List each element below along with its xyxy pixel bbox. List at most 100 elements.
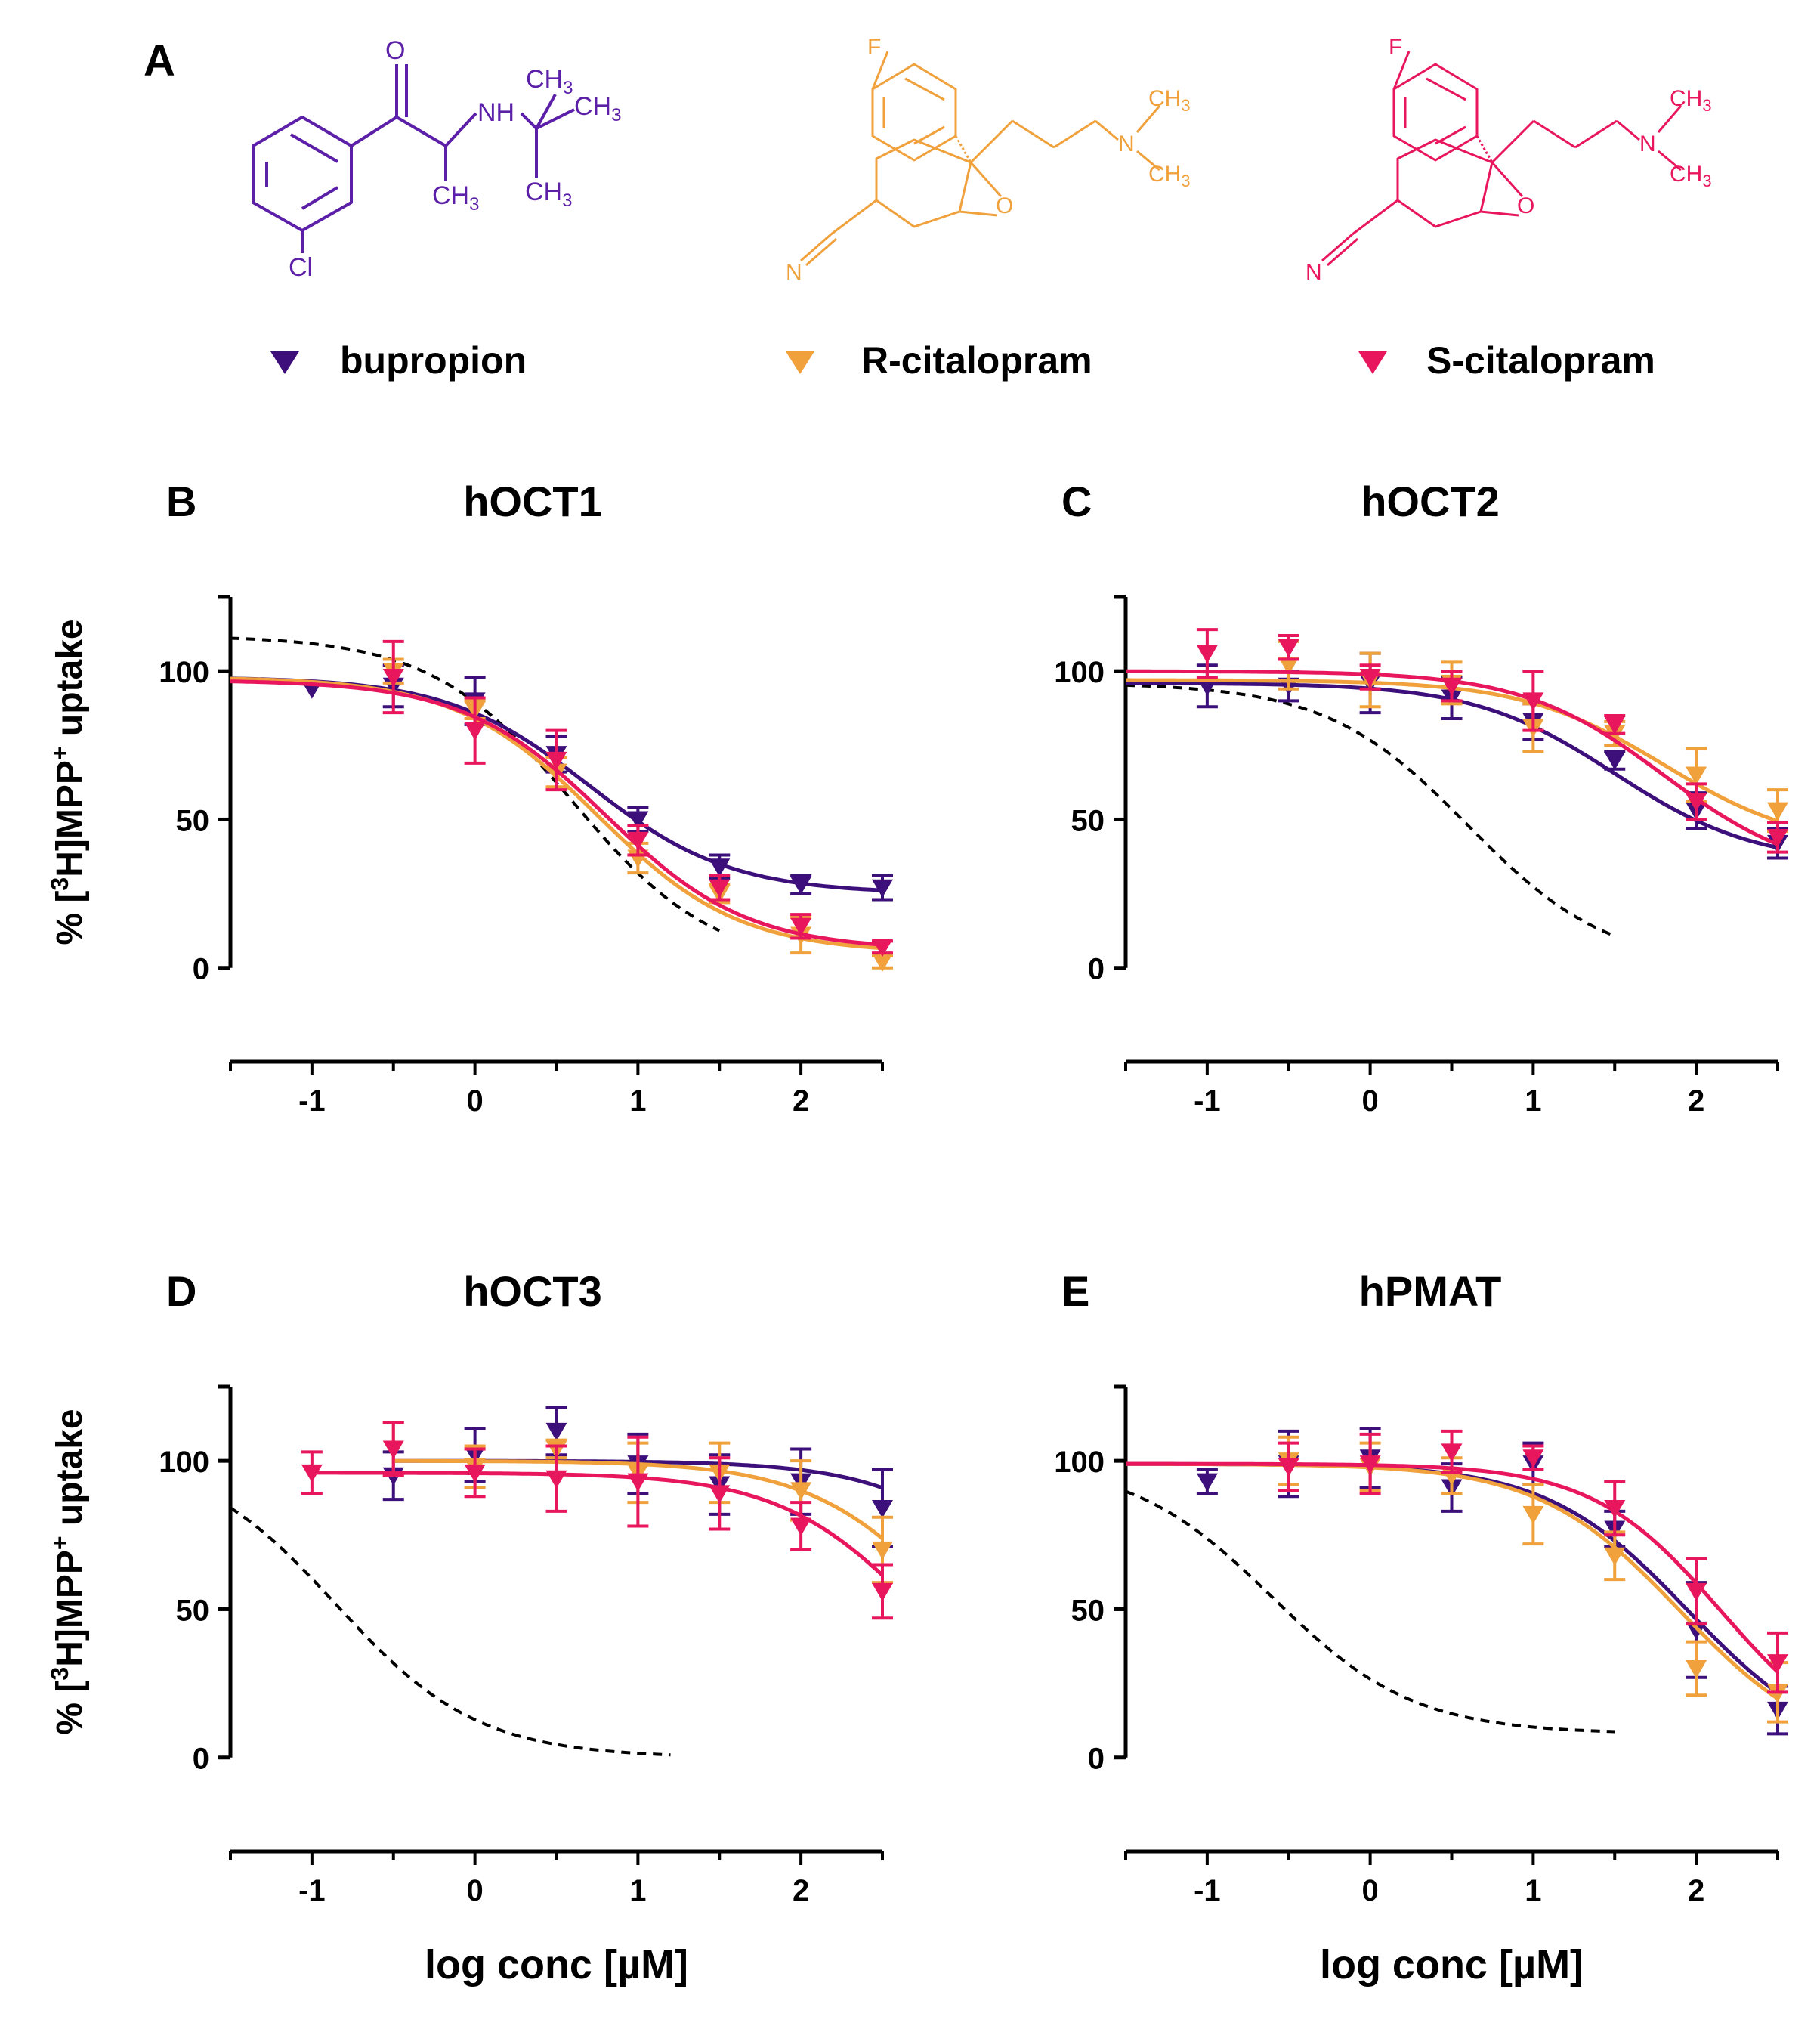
legend-marker-r-citalopram [786,351,814,374]
atom-o: O [996,193,1013,218]
y-tick-label: 50 [1071,1594,1105,1627]
legend-marker-s-citalopram [1358,351,1387,374]
x-tick-label: -1 [1194,1874,1221,1907]
data-point-bupropion [1604,751,1626,770]
data-point-s-citalopram [1604,1499,1626,1518]
y-tick-label: 0 [1088,1743,1105,1776]
data-point-bupropion [872,1499,893,1518]
data-point-s-citalopram [1686,793,1707,812]
data-point-s-citalopram [1196,645,1218,663]
y-tick-label: 0 [193,1743,209,1776]
atom-ch3-1: CH3 [1670,86,1712,115]
data-point-s-citalopram [872,1582,893,1601]
x-tick-label: 1 [629,1084,646,1118]
x-tick-label: 2 [793,1084,809,1118]
data-point-s-citalopram [790,1517,812,1536]
data-point-bupropion [872,879,893,898]
panel-label-b: B [166,478,196,525]
chart-title-d: hOCT3 [463,1267,602,1315]
y-label-part: % [ [50,1681,90,1735]
s-citalopram-structure [1321,51,1682,267]
y-label-part: % [ [50,891,90,945]
data-point-r-citalopram [1278,657,1299,676]
atom-f: F [867,35,881,60]
y-label-sup: + [46,1536,73,1550]
y-label-sup: + [46,746,73,760]
atom-ch3-right: CH3 [574,92,621,125]
x-tick-label: -1 [298,1084,326,1118]
x-tick-label: 0 [1362,1084,1379,1118]
panel-label-e: E [1061,1267,1089,1315]
x-tick-label: -1 [1194,1084,1221,1118]
data-point-r-citalopram [872,953,893,972]
legend-label-bupropion: bupropion [340,339,527,382]
reference-curve [1125,1489,1615,1734]
data-point-s-citalopram [382,669,404,687]
bupropion-atom-labels: O NH CH3 CH3 CH3 CH3 Cl [289,36,621,282]
data-point-s-citalopram [1441,1443,1463,1462]
atom-ch3-b: CH3 [525,178,572,211]
atom-ch3-1: CH3 [1148,86,1191,115]
data-point-s-citalopram [1278,639,1299,657]
data-point-s-citalopram [1278,1458,1299,1477]
y-tick-label: 50 [176,1594,210,1627]
atom-ch3-a: CH3 [432,181,479,215]
y-label-part: H]MPP [50,1550,90,1667]
data-point-s-citalopram [627,831,649,850]
data-point-r-citalopram [1686,1659,1707,1678]
data-point-s-citalopram [545,751,567,770]
atom-ch3-top: CH3 [526,65,573,98]
fit-curve-r-citalopram [230,676,883,951]
y-tick-label: 100 [1054,1446,1105,1479]
data-point-s-citalopram [627,1473,649,1492]
data-point-s-citalopram [1522,1449,1544,1468]
panel-label-c: C [1061,478,1092,525]
data-point-r-citalopram [1522,1505,1544,1524]
data-point-s-citalopram [301,1464,323,1483]
x-tick-label: 1 [1525,1084,1541,1118]
y-label-sup: 3 [46,1667,73,1681]
y-tick-label: 100 [1054,656,1105,689]
data-point-s-citalopram [545,1470,567,1489]
x-tick-label: 1 [1525,1874,1541,1907]
data-point-s-citalopram [1767,1654,1788,1673]
y-label-part: uptake [50,1409,90,1536]
data-point-s-citalopram [1359,1455,1381,1474]
atom-o: O [385,36,405,65]
panel-label-a: A [144,36,175,85]
data-point-bupropion [790,876,812,895]
y-label-part: H]MPP [50,760,90,877]
fit-curve-s-citalopram [1126,1461,1779,1674]
data-point-s-citalopram [1686,1582,1707,1601]
data-point-s-citalopram [1359,669,1381,687]
x-tick-label: 2 [793,1874,809,1907]
data-point-s-citalopram [1604,716,1626,735]
chart-title-b: hOCT1 [463,478,602,525]
atom-nitrile-n: N [1306,260,1322,285]
data-point-s-citalopram [709,1485,731,1504]
y-tick-label: 0 [1088,953,1105,986]
atom-ch3-2: CH3 [1148,162,1191,190]
x-tick-label: 0 [1362,1874,1379,1907]
data-point-r-citalopram [872,1541,893,1560]
y-tick-label: 100 [159,1446,209,1479]
atom-o: O [1517,193,1534,218]
bupropion-structure [252,64,575,253]
y-axis-label: % [3H]MPP+ uptake [46,619,90,945]
data-point-bupropion [1196,1473,1218,1492]
x-axis-label: log conc [µM] [425,1942,688,1987]
data-point-s-citalopram [872,939,893,957]
data-point-s-citalopram [709,879,731,898]
x-tick-label: 1 [629,1874,646,1907]
y-tick-label: 100 [159,656,209,689]
data-point-s-citalopram [382,1440,404,1459]
data-point-r-citalopram [1686,766,1707,785]
y-tick-label: 0 [193,953,209,986]
panel-label-d: D [166,1267,196,1315]
legend-label-s-citalopram: S-citalopram [1426,339,1655,382]
fit-curve-s-citalopram [311,1471,884,1577]
atom-nh: NH [477,98,514,127]
